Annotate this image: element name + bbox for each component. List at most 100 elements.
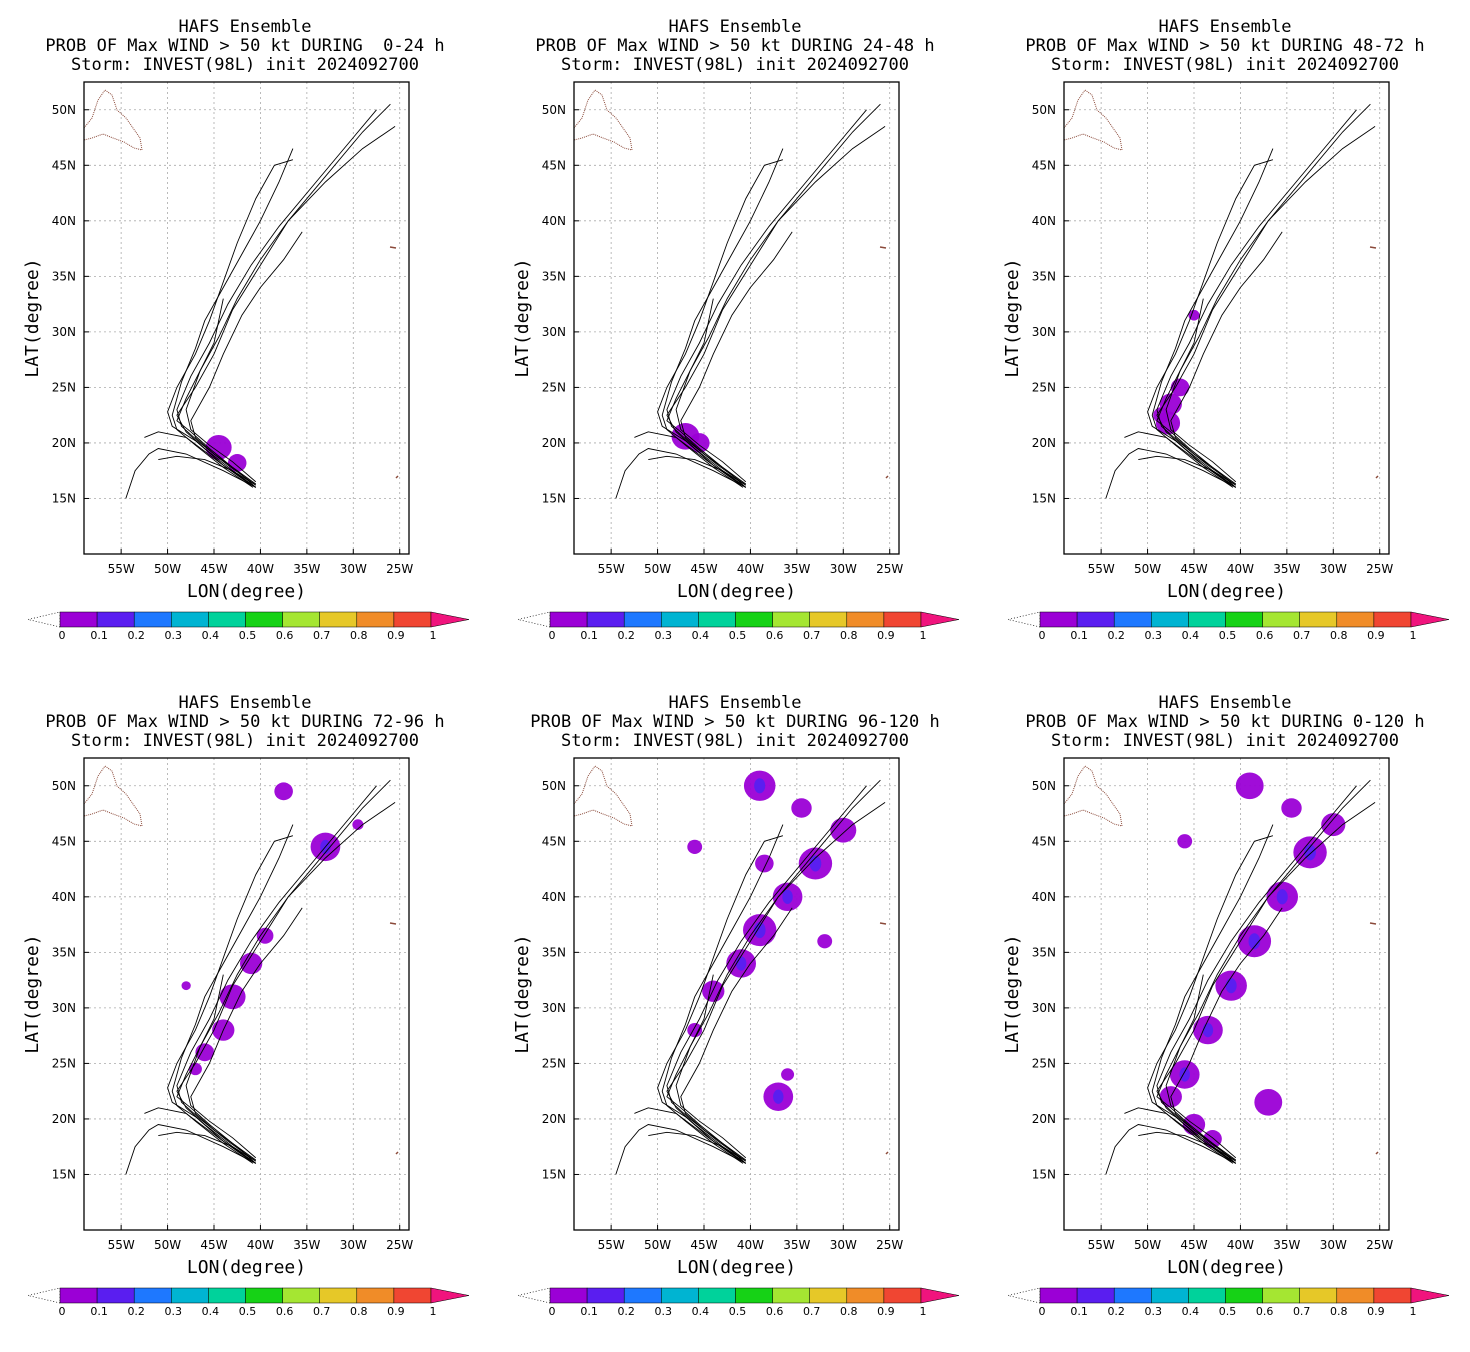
ensemble-track [125, 448, 257, 499]
prob-region [352, 819, 364, 830]
ensemble-track [1156, 785, 1357, 1162]
y-tick-label: 50N [52, 779, 76, 793]
colorbar-label: 0.5 [729, 1305, 747, 1318]
prob-region [687, 1022, 703, 1038]
panel-title-line-3: Storm: INVEST(98L) init 2024092700 [561, 731, 909, 751]
x-tick-label: 55W [108, 1238, 135, 1252]
colorbar-label: 0.8 [350, 629, 368, 642]
ensemble-track [1124, 1107, 1237, 1164]
y-tick-label: 35N [1032, 945, 1056, 959]
x-tick-label: 30W [340, 562, 367, 576]
prob-region [181, 981, 191, 991]
probability-field [687, 770, 857, 1111]
colorbar-label: 0.2 [617, 1305, 635, 1318]
ensemble-track [1156, 103, 1371, 488]
ensemble-track [675, 126, 886, 483]
y-tick-label: 30N [52, 1001, 76, 1015]
y-axis-label: LAT(degree) [512, 934, 533, 1053]
colorbar-swatch [282, 611, 320, 628]
prob-region-high [1276, 889, 1288, 905]
colorbar-swatch [1113, 1287, 1152, 1304]
colorbar-label: 0.5 [239, 1305, 257, 1318]
colorbar-label: 0.2 [1107, 1305, 1125, 1318]
x-tick-label: 35W [293, 562, 320, 576]
colorbar-swatch [1225, 611, 1263, 628]
colorbar-swatch [208, 611, 246, 628]
coastline-newfoundland [83, 765, 143, 827]
colorbar-swatch [809, 611, 848, 628]
colorbar-label: 0.1 [1070, 629, 1088, 642]
prob-region [817, 934, 833, 949]
colorbar-swatch [59, 1287, 98, 1304]
panel-title-line-3: Storm: INVEST(98L) init 2024092700 [71, 55, 419, 75]
colorbar-label: 0.4 [202, 629, 220, 642]
colorbar: 0 0.1 0.2 0.3 0.4 0.5 0.6 0.7 0.8 0.9 1 [1007, 1287, 1450, 1318]
x-axis-label: LON(degree) [677, 581, 796, 602]
y-tick-label: 20N [542, 1112, 566, 1126]
ensemble-track [190, 907, 303, 1164]
colorbar-swatch [1336, 611, 1375, 628]
colorbar-swatch [1113, 611, 1152, 628]
x-tick-label: 30W [1320, 1238, 1347, 1252]
colorbar-swatch [1262, 1287, 1300, 1304]
y-axis-label: LAT(degree) [1002, 258, 1023, 377]
coastline-newfoundland [573, 765, 633, 827]
prob-region [1188, 309, 1200, 321]
colorbar-swatch [809, 1287, 848, 1304]
coastline-azores [879, 246, 887, 249]
x-tick-label: 35W [293, 1238, 320, 1252]
colorbar-swatch [772, 611, 810, 628]
prob-region [687, 839, 703, 854]
coastline-cape-verde [1375, 475, 1379, 479]
colorbar-label: 0.7 [1293, 629, 1311, 642]
coastline-azores [389, 246, 397, 249]
x-axis-label: LON(degree) [677, 1257, 796, 1278]
ensemble-track [144, 1107, 257, 1164]
ensemble-track [171, 824, 294, 1164]
ensemble-track [1170, 231, 1283, 488]
colorbar-swatch [1039, 1287, 1078, 1304]
colorbar-label: 0.3 [1145, 1305, 1163, 1318]
x-tick-label: 50W [1134, 1238, 1161, 1252]
colorbar-swatch [245, 1287, 283, 1304]
plot-frame [83, 81, 410, 555]
x-tick-label: 45W [200, 562, 227, 576]
colorbar-label: 0.7 [313, 629, 331, 642]
prob-region-high [1225, 978, 1237, 994]
panel-title-line-1: HAFS Ensemble [1158, 17, 1292, 37]
colorbar-label: 0.1 [580, 629, 598, 642]
colorbar-label: 0.4 [692, 1305, 710, 1318]
colorbar-label: 0.8 [840, 1305, 858, 1318]
colorbar-swatch [1373, 611, 1412, 628]
y-tick-label: 15N [52, 491, 76, 505]
x-tick-label: 25W [386, 1238, 413, 1252]
x-tick-label: 30W [1320, 562, 1347, 576]
prob-region [205, 434, 232, 460]
colorbar-swatch [698, 1287, 736, 1304]
x-tick-label: 40W [1227, 1238, 1254, 1252]
ensemble-track [1165, 126, 1376, 483]
colorbar-swatch [1336, 1287, 1375, 1304]
colorbar-swatch [883, 1287, 922, 1304]
ensemble-track [615, 448, 747, 499]
colorbar-label: 0.6 [1256, 1305, 1274, 1318]
probability-field [205, 434, 247, 472]
colorbar-swatch [549, 1287, 588, 1304]
ensemble-track [666, 974, 747, 1161]
y-tick-label: 25N [52, 1056, 76, 1070]
panel-title-line-1: HAFS Ensemble [668, 693, 802, 713]
y-tick-label: 25N [1032, 1056, 1056, 1070]
colorbar: 0 0.1 0.2 0.3 0.4 0.5 0.6 0.7 0.8 0.9 1 [27, 611, 470, 642]
ensemble-track [675, 802, 886, 1159]
colorbar-label: 1 [430, 629, 437, 642]
y-axis-label: LAT(degree) [22, 258, 43, 377]
ensemble-track [1105, 448, 1237, 499]
colorbar-swatch [59, 611, 98, 628]
colorbar-label: 0.7 [803, 1305, 821, 1318]
prob-region [219, 984, 246, 1010]
ensemble-track [185, 126, 396, 483]
x-tick-label: 50W [154, 562, 181, 576]
panel-title-line-1: HAFS Ensemble [1158, 693, 1292, 713]
colorbar-swatch [1039, 611, 1078, 628]
map-canvas: 55W 50W 45W 40W 35W 30W 25W 15N 20N 25N 30N 35N 40N 4… [22, 757, 470, 1318]
